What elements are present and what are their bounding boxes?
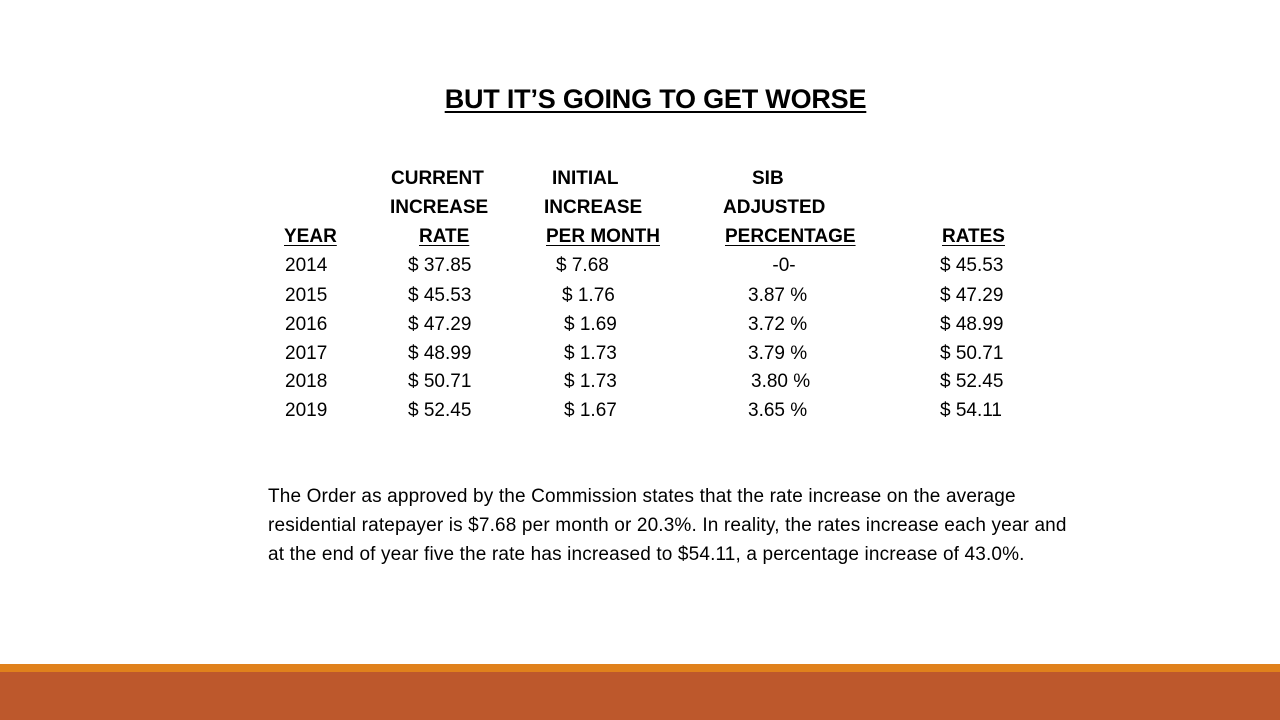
- cell-sib-percentage: 3.65 %: [748, 400, 808, 421]
- cell-rates: $ 47.29: [940, 285, 1004, 306]
- cell-increase: $ 1.76: [562, 285, 615, 306]
- cell-year: 2019: [285, 400, 328, 421]
- header-increase-2: INCREASE: [544, 197, 643, 218]
- header-adjusted: ADJUSTED: [723, 197, 826, 218]
- cell-increase: $ 1.67: [564, 400, 617, 421]
- header-sib: SIB: [752, 168, 784, 189]
- header-current: CURRENT: [391, 168, 484, 189]
- cell-year: 2017: [285, 343, 328, 364]
- bottom-accent-band: [0, 664, 1280, 720]
- cell-sib-percentage: 3.80 %: [751, 371, 811, 392]
- header-rates: RATES: [942, 226, 1005, 247]
- header-percentage: PERCENTAGE: [725, 226, 856, 247]
- cell-current-rate: $ 47.29: [408, 314, 472, 335]
- header-initial: INITIAL: [552, 168, 619, 189]
- cell-increase: $ 7.68: [556, 255, 609, 276]
- cell-increase: $ 1.73: [564, 371, 617, 392]
- cell-rates: $ 50.71: [940, 343, 1004, 364]
- commission-order-note: The Order as approved by the Commission …: [268, 486, 1067, 565]
- cell-year: 2014: [285, 255, 328, 276]
- cell-increase: $ 1.73: [564, 343, 617, 364]
- cell-year: 2018: [285, 371, 328, 392]
- cell-year: 2016: [285, 314, 328, 335]
- cell-sib-percentage: -0-: [772, 255, 796, 276]
- cell-rates: $ 52.45: [940, 371, 1004, 392]
- accent-stripe-orange: [0, 664, 1280, 672]
- cell-current-rate: $ 45.53: [408, 285, 472, 306]
- cell-current-rate: $ 52.45: [408, 400, 472, 421]
- header-rate: RATE: [419, 226, 470, 247]
- cell-year: 2015: [285, 285, 328, 306]
- cell-rates: $ 45.53: [940, 255, 1004, 276]
- accent-stripe-rust: [0, 672, 1280, 720]
- header-increase: INCREASE: [390, 197, 489, 218]
- cell-increase: $ 1.69: [564, 314, 617, 335]
- cell-sib-percentage: 3.79 %: [748, 343, 808, 364]
- rate-table: CURRENT INITIAL SIB INCREASE INCREASE AD…: [284, 168, 1005, 421]
- slide-title: BUT IT’S GOING TO GET WORSE: [444, 84, 867, 114]
- cell-current-rate: $ 37.85: [408, 255, 472, 276]
- header-year: YEAR: [284, 226, 337, 247]
- cell-rates: $ 48.99: [940, 314, 1004, 335]
- cell-sib-percentage: 3.87 %: [748, 285, 808, 306]
- cell-current-rate: $ 50.71: [408, 371, 472, 392]
- cell-sib-percentage: 3.72 %: [748, 314, 808, 335]
- cell-rates: $ 54.11: [940, 400, 1002, 421]
- cell-current-rate: $ 48.99: [408, 343, 472, 364]
- header-per-month: PER MONTH: [546, 226, 660, 247]
